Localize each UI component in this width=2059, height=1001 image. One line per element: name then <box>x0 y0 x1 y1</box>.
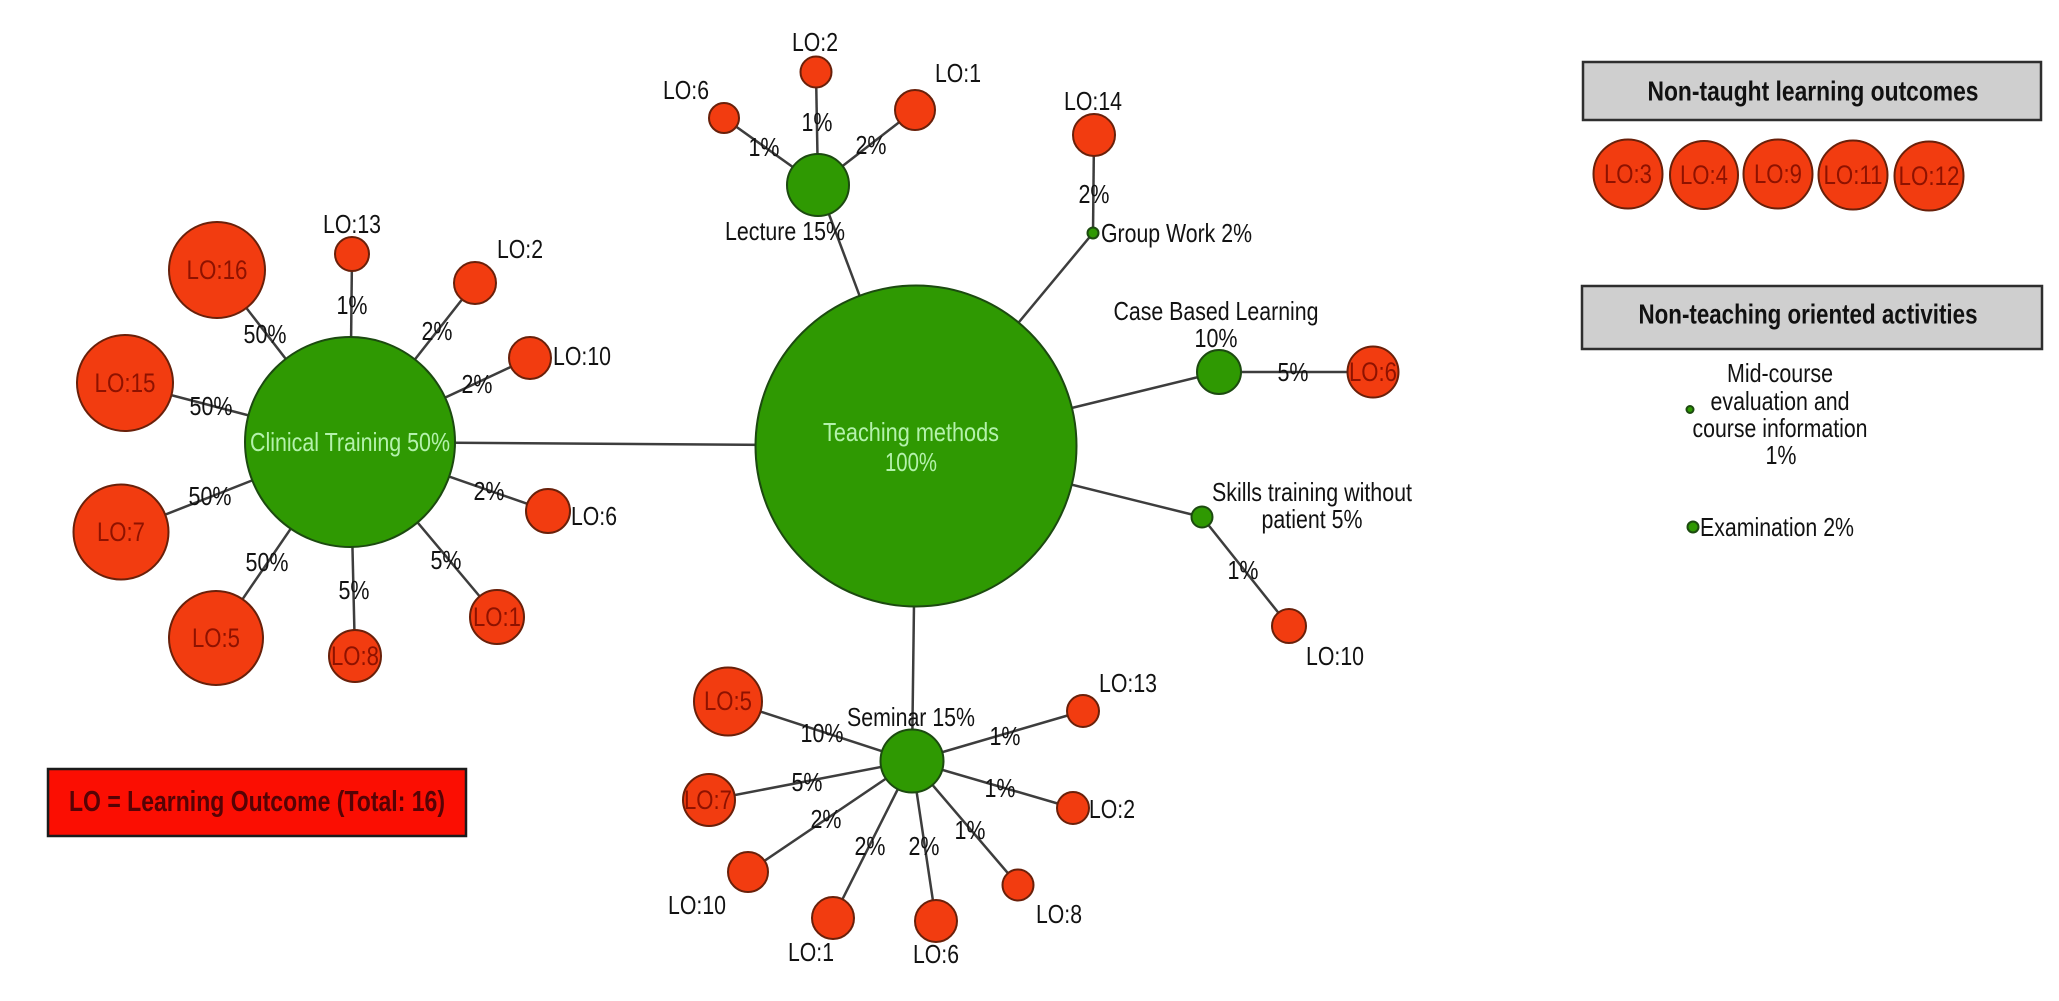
svg-text:Seminar 15%: Seminar 15% <box>847 702 975 732</box>
svg-text:50%: 50% <box>190 391 233 421</box>
svg-text:5%: 5% <box>792 767 823 797</box>
svg-text:LO:5: LO:5 <box>192 623 240 653</box>
svg-text:evaluation and: evaluation and <box>1711 386 1850 416</box>
svg-text:50%: 50% <box>189 481 232 511</box>
svg-text:LO:1: LO:1 <box>473 602 521 632</box>
svg-text:Non-teaching oriented activiti: Non-teaching oriented activities <box>1639 299 1978 330</box>
svg-text:10%: 10% <box>801 718 844 748</box>
svg-text:Mid-course: Mid-course <box>1727 358 1833 388</box>
svg-text:1%: 1% <box>802 107 833 137</box>
svg-text:Clinical Training 50%: Clinical Training 50% <box>250 427 450 457</box>
svg-text:LO:7: LO:7 <box>684 785 732 815</box>
svg-text:1%: 1% <box>1766 440 1797 470</box>
svg-text:Group Work 2%: Group Work 2% <box>1101 218 1252 248</box>
svg-text:Case Based Learning: Case Based Learning <box>1114 296 1319 326</box>
svg-text:LO:6: LO:6 <box>663 75 709 105</box>
svg-text:2%: 2% <box>811 804 842 834</box>
svg-text:2%: 2% <box>909 831 940 861</box>
svg-text:LO:2: LO:2 <box>792 27 838 57</box>
svg-text:1%: 1% <box>749 132 780 162</box>
svg-text:10%: 10% <box>1195 323 1238 353</box>
svg-text:5%: 5% <box>339 575 370 605</box>
svg-text:Non-taught learning outcomes: Non-taught learning outcomes <box>1648 76 1979 107</box>
svg-text:2%: 2% <box>422 316 453 346</box>
svg-text:LO:2: LO:2 <box>497 234 543 264</box>
svg-text:Teaching methods: Teaching methods <box>823 417 999 447</box>
svg-text:LO:10: LO:10 <box>553 341 611 371</box>
svg-text:course information: course information <box>1693 413 1868 443</box>
svg-text:LO:12: LO:12 <box>1899 161 1960 191</box>
svg-text:LO:10: LO:10 <box>1306 641 1364 671</box>
svg-text:LO:13: LO:13 <box>1099 668 1157 698</box>
svg-text:Examination 2%: Examination 2% <box>1700 512 1854 542</box>
svg-text:5%: 5% <box>1278 357 1309 387</box>
svg-text:LO:1: LO:1 <box>935 58 981 88</box>
svg-text:1%: 1% <box>955 815 986 845</box>
svg-text:1%: 1% <box>1228 555 1259 585</box>
svg-text:LO:8: LO:8 <box>331 641 379 671</box>
svg-text:2%: 2% <box>1079 179 1110 209</box>
svg-text:5%: 5% <box>431 545 462 575</box>
svg-text:2%: 2% <box>462 369 493 399</box>
svg-text:LO:7: LO:7 <box>97 517 145 547</box>
svg-text:LO:13: LO:13 <box>323 209 381 239</box>
svg-text:LO:16: LO:16 <box>187 255 248 285</box>
svg-text:LO:6: LO:6 <box>1349 357 1397 387</box>
svg-text:Lecture 15%: Lecture 15% <box>725 216 845 246</box>
svg-text:LO:2: LO:2 <box>1089 794 1135 824</box>
svg-text:1%: 1% <box>985 773 1016 803</box>
svg-text:Skills training without: Skills training without <box>1212 477 1413 507</box>
svg-text:LO:9: LO:9 <box>1754 159 1802 189</box>
svg-text:LO:8: LO:8 <box>1036 899 1082 929</box>
svg-text:50%: 50% <box>244 319 287 349</box>
svg-text:LO:14: LO:14 <box>1064 86 1122 116</box>
svg-text:2%: 2% <box>856 130 887 160</box>
svg-text:LO:4: LO:4 <box>1680 160 1728 190</box>
svg-text:100%: 100% <box>885 447 937 477</box>
svg-text:LO:6: LO:6 <box>571 501 617 531</box>
svg-text:LO:11: LO:11 <box>1824 160 1883 190</box>
svg-text:LO:15: LO:15 <box>95 368 156 398</box>
svg-text:1%: 1% <box>337 290 368 320</box>
svg-text:LO:10: LO:10 <box>668 890 726 920</box>
svg-text:1%: 1% <box>990 721 1021 751</box>
svg-text:2%: 2% <box>474 476 505 506</box>
svg-text:50%: 50% <box>246 547 289 577</box>
svg-text:LO = Learning Outcome (Total:: LO = Learning Outcome (Total: 16) <box>69 786 445 818</box>
svg-text:patient 5%: patient 5% <box>1262 504 1363 534</box>
svg-text:2%: 2% <box>855 831 886 861</box>
svg-text:LO:1: LO:1 <box>788 937 834 967</box>
svg-text:LO:5: LO:5 <box>704 686 752 716</box>
svg-text:LO:6: LO:6 <box>913 939 959 969</box>
svg-text:LO:3: LO:3 <box>1604 159 1652 189</box>
